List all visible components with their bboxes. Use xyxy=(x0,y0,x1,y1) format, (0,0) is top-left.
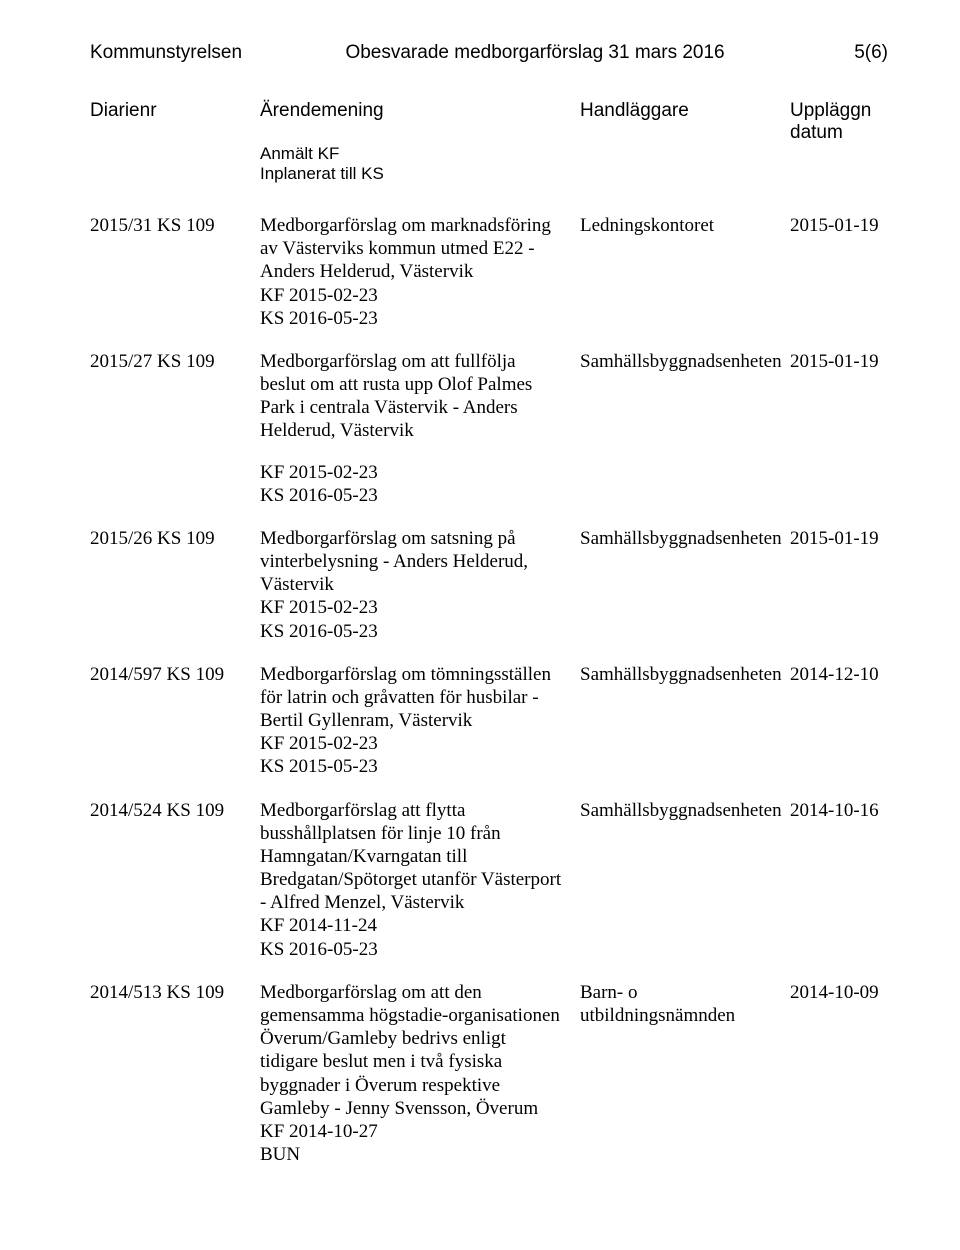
entry-row: 2014/597 KS 109Medborgarförslag om tömni… xyxy=(90,663,888,779)
header-center: Obesvarade medborgarförslag 31 mars 2016 xyxy=(242,42,828,64)
entry-row: 2014/513 KS 109Medborgarförslag om att d… xyxy=(90,981,888,1166)
sub-inplanerat-ks: Inplanerat till KS xyxy=(260,164,580,184)
entry-date: 2014-10-16 xyxy=(790,799,888,961)
sub-anmalt-kf: Anmält KF xyxy=(260,144,580,164)
col-handlaggare: Handläggare xyxy=(580,100,790,144)
entry-description: Medborgarförslag om att fullfölja beslut… xyxy=(260,350,580,507)
entry-diarienr: 2015/26 KS 109 xyxy=(90,527,260,643)
entry-description: Medborgarförslag om tömningsställen för … xyxy=(260,663,580,779)
entry-ks: BUN xyxy=(260,1143,562,1166)
entry-date: 2015-01-19 xyxy=(790,350,888,507)
subheader-text: Anmält KF Inplanerat till KS xyxy=(260,144,580,184)
col-arendemening: Ärendemening xyxy=(260,100,580,144)
col-upplaggn-datum: Uppläggn datum xyxy=(790,100,888,144)
entry-title: Medborgarförslag om satsning på vinterbe… xyxy=(260,527,562,597)
entry-diarienr: 2015/27 KS 109 xyxy=(90,350,260,507)
entry-ks: KS 2016-05-23 xyxy=(260,938,562,961)
entries-list: 2015/31 KS 109Medborgarförslag om markna… xyxy=(90,214,888,1166)
entry-row: 2015/27 KS 109Medborgarförslag om att fu… xyxy=(90,350,888,507)
col-diarienr: Diarienr xyxy=(90,100,260,144)
entry-date: 2015-01-19 xyxy=(790,214,888,330)
entry-row: 2014/524 KS 109Medborgarförslag att flyt… xyxy=(90,799,888,961)
entry-row: 2015/26 KS 109Medborgarförslag om satsni… xyxy=(90,527,888,643)
entry-description: Medborgarförslag om marknadsföring av Vä… xyxy=(260,214,580,330)
header-left: Kommunstyrelsen xyxy=(90,42,242,64)
entry-title: Medborgarförslag om att den gemensamma h… xyxy=(260,981,562,1120)
entry-date: 2014-10-09 xyxy=(790,981,888,1166)
entry-date: 2015-01-19 xyxy=(790,527,888,643)
entry-description: Medborgarförslag att flytta busshållplat… xyxy=(260,799,580,961)
entry-ks: KS 2016-05-23 xyxy=(260,484,562,507)
entry-diarienr: 2014/597 KS 109 xyxy=(90,663,260,779)
entry-handler: Samhällsbyggnadsenheten xyxy=(580,663,790,779)
header-page-number: 5(6) xyxy=(828,42,888,64)
entry-kf: KF 2015-02-23 xyxy=(260,461,562,484)
entry-title: Medborgarförslag att flytta busshållplat… xyxy=(260,799,562,915)
entry-title: Medborgarförslag om tömningsställen för … xyxy=(260,663,562,733)
entry-ks: KS 2016-05-23 xyxy=(260,620,562,643)
entry-handler: Samhällsbyggnadsenheten xyxy=(580,350,790,507)
subheader-spacer xyxy=(90,144,260,184)
entry-diarienr: 2014/524 KS 109 xyxy=(90,799,260,961)
entry-date: 2014-12-10 xyxy=(790,663,888,779)
column-headers: Diarienr Ärendemening Handläggare Uppläg… xyxy=(90,100,888,144)
entry-ks: KS 2016-05-23 xyxy=(260,307,562,330)
entry-kf: KF 2015-02-23 xyxy=(260,732,562,755)
entry-handler: Samhällsbyggnadsenheten xyxy=(580,527,790,643)
entry-row: 2015/31 KS 109Medborgarförslag om markna… xyxy=(90,214,888,330)
entry-ks: KS 2015-05-23 xyxy=(260,755,562,778)
entry-diarienr: 2014/513 KS 109 xyxy=(90,981,260,1166)
page: Kommunstyrelsen Obesvarade medborgarförs… xyxy=(0,0,960,1250)
entry-kf: KF 2015-02-23 xyxy=(260,596,562,619)
entry-handler: Samhällsbyggnadsenheten xyxy=(580,799,790,961)
entry-diarienr: 2015/31 KS 109 xyxy=(90,214,260,330)
entry-description: Medborgarförslag om att den gemensamma h… xyxy=(260,981,580,1166)
entry-kf: KF 2014-10-27 xyxy=(260,1120,562,1143)
entry-handler: Barn- o utbildningsnämnden xyxy=(580,981,790,1166)
entry-handler: Ledningskontoret xyxy=(580,214,790,330)
entry-title: Medborgarförslag om marknadsföring av Vä… xyxy=(260,214,562,284)
entry-kf: KF 2014-11-24 xyxy=(260,914,562,937)
entry-description: Medborgarförslag om satsning på vinterbe… xyxy=(260,527,580,643)
entry-title: Medborgarförslag om att fullfölja beslut… xyxy=(260,350,562,443)
entry-kf: KF 2015-02-23 xyxy=(260,284,562,307)
column-subheaders: Anmält KF Inplanerat till KS xyxy=(90,144,888,184)
page-header: Kommunstyrelsen Obesvarade medborgarförs… xyxy=(90,42,888,64)
